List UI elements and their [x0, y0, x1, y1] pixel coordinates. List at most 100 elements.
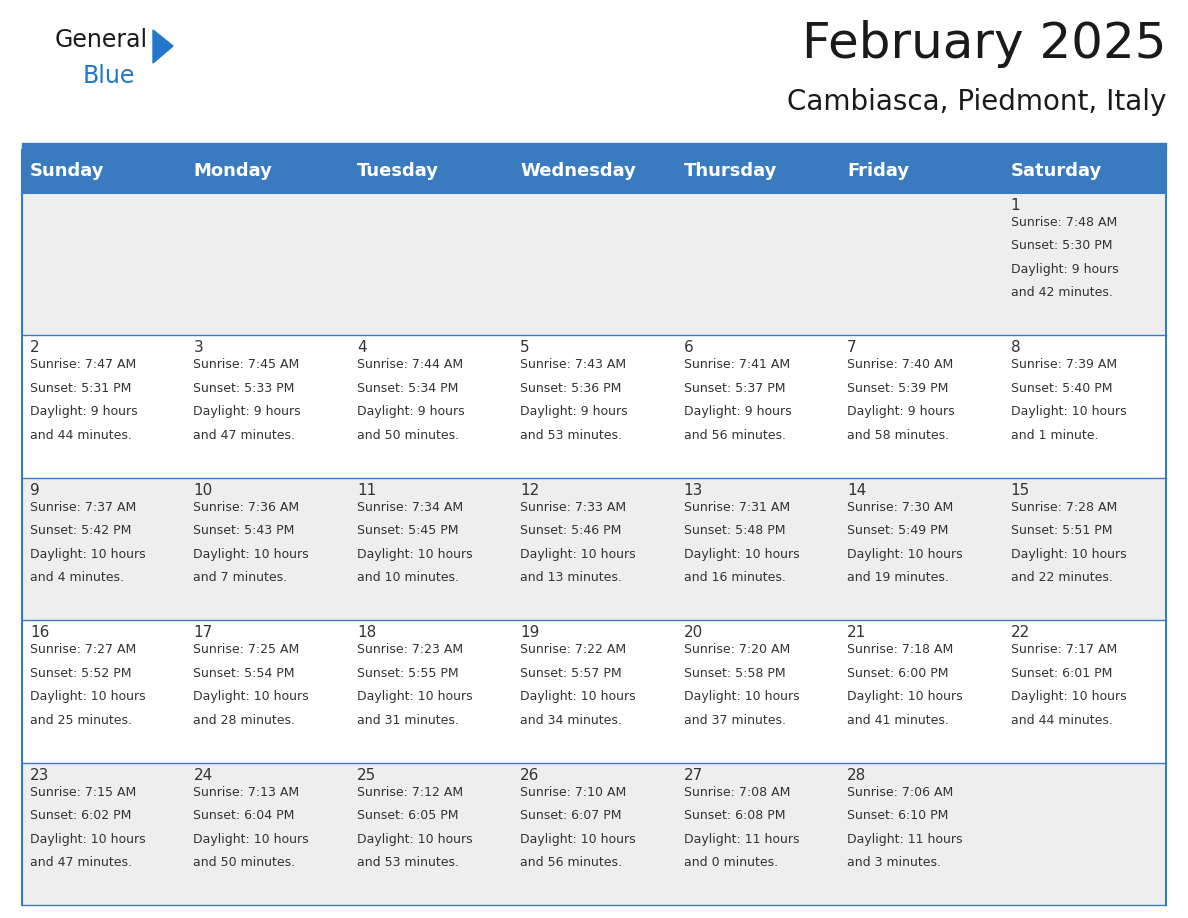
Text: Daylight: 10 hours: Daylight: 10 hours	[684, 548, 800, 561]
Text: Sunrise: 7:13 AM: Sunrise: 7:13 AM	[194, 786, 299, 799]
Text: Sunset: 5:30 PM: Sunset: 5:30 PM	[1011, 240, 1112, 252]
Text: Sunrise: 7:34 AM: Sunrise: 7:34 AM	[356, 501, 463, 514]
Text: Daylight: 10 hours: Daylight: 10 hours	[1011, 406, 1126, 419]
Text: Blue: Blue	[83, 64, 135, 88]
Text: General: General	[55, 28, 148, 52]
Text: 24: 24	[194, 767, 213, 783]
Text: 14: 14	[847, 483, 866, 498]
Text: 20: 20	[684, 625, 703, 640]
Text: Daylight: 10 hours: Daylight: 10 hours	[520, 690, 636, 703]
Text: and 47 minutes.: and 47 minutes.	[30, 856, 132, 869]
Text: Daylight: 9 hours: Daylight: 9 hours	[847, 406, 955, 419]
Text: 18: 18	[356, 625, 377, 640]
Text: and 50 minutes.: and 50 minutes.	[194, 856, 296, 869]
Text: Sunrise: 7:10 AM: Sunrise: 7:10 AM	[520, 786, 626, 799]
Text: 17: 17	[194, 625, 213, 640]
Text: and 50 minutes.: and 50 minutes.	[356, 429, 459, 442]
Text: Sunrise: 7:40 AM: Sunrise: 7:40 AM	[847, 358, 954, 372]
Text: Sunset: 5:54 PM: Sunset: 5:54 PM	[194, 666, 295, 679]
Text: 22: 22	[1011, 625, 1030, 640]
Text: Daylight: 10 hours: Daylight: 10 hours	[194, 548, 309, 561]
Text: Sunset: 5:55 PM: Sunset: 5:55 PM	[356, 666, 459, 679]
Bar	[1003, 193, 1165, 335]
Text: Sunset: 5:42 PM: Sunset: 5:42 PM	[30, 524, 132, 537]
Text: Daylight: 10 hours: Daylight: 10 hours	[1011, 690, 1126, 703]
Text: Sunrise: 7:41 AM: Sunrise: 7:41 AM	[684, 358, 790, 372]
Text: Wednesday: Wednesday	[520, 162, 636, 181]
Text: 4: 4	[356, 341, 366, 355]
Bar	[185, 621, 349, 763]
Bar	[185, 763, 349, 905]
Text: Daylight: 10 hours: Daylight: 10 hours	[194, 690, 309, 703]
Text: 1: 1	[1011, 198, 1020, 213]
Text: Sunrise: 7:37 AM: Sunrise: 7:37 AM	[30, 501, 137, 514]
Text: Sunset: 6:08 PM: Sunset: 6:08 PM	[684, 809, 785, 823]
Text: Sunrise: 7:28 AM: Sunrise: 7:28 AM	[1011, 501, 1117, 514]
Text: Sunset: 5:33 PM: Sunset: 5:33 PM	[194, 382, 295, 395]
Bar	[185, 193, 349, 335]
Text: 26: 26	[520, 767, 539, 783]
Bar	[512, 621, 676, 763]
Text: Sunrise: 7:06 AM: Sunrise: 7:06 AM	[847, 786, 954, 799]
Bar	[185, 335, 349, 477]
Text: Daylight: 10 hours: Daylight: 10 hours	[30, 690, 146, 703]
Text: Sunrise: 7:44 AM: Sunrise: 7:44 AM	[356, 358, 463, 372]
Text: Friday: Friday	[847, 162, 909, 181]
Text: Sunrise: 7:33 AM: Sunrise: 7:33 AM	[520, 501, 626, 514]
Text: 13: 13	[684, 483, 703, 498]
Text: Daylight: 10 hours: Daylight: 10 hours	[30, 548, 146, 561]
Text: Daylight: 10 hours: Daylight: 10 hours	[684, 690, 800, 703]
Text: and 56 minutes.: and 56 minutes.	[684, 429, 785, 442]
Text: 27: 27	[684, 767, 703, 783]
Text: Daylight: 10 hours: Daylight: 10 hours	[356, 548, 473, 561]
Bar	[349, 477, 512, 621]
Text: Sunset: 5:31 PM: Sunset: 5:31 PM	[30, 382, 132, 395]
Bar	[1003, 335, 1165, 477]
Text: and 1 minute.: and 1 minute.	[1011, 429, 1098, 442]
Text: and 10 minutes.: and 10 minutes.	[356, 571, 459, 584]
Text: 23: 23	[30, 767, 50, 783]
Text: Daylight: 10 hours: Daylight: 10 hours	[520, 833, 636, 845]
Text: 19: 19	[520, 625, 539, 640]
Text: Sunset: 6:10 PM: Sunset: 6:10 PM	[847, 809, 948, 823]
Text: Sunday: Sunday	[30, 162, 105, 181]
Text: and 44 minutes.: and 44 minutes.	[30, 429, 132, 442]
Bar	[839, 763, 1003, 905]
Text: Sunrise: 7:47 AM: Sunrise: 7:47 AM	[30, 358, 137, 372]
Text: and 44 minutes.: and 44 minutes.	[1011, 713, 1112, 727]
Text: 7: 7	[847, 341, 857, 355]
Text: Daylight: 10 hours: Daylight: 10 hours	[356, 690, 473, 703]
Text: Sunset: 5:57 PM: Sunset: 5:57 PM	[520, 666, 621, 679]
Text: 8: 8	[1011, 341, 1020, 355]
Text: and 28 minutes.: and 28 minutes.	[194, 713, 296, 727]
Text: Sunset: 5:52 PM: Sunset: 5:52 PM	[30, 666, 132, 679]
Polygon shape	[153, 30, 173, 63]
Bar	[349, 335, 512, 477]
Text: Daylight: 9 hours: Daylight: 9 hours	[520, 406, 628, 419]
Text: Daylight: 10 hours: Daylight: 10 hours	[847, 690, 962, 703]
Text: Sunrise: 7:31 AM: Sunrise: 7:31 AM	[684, 501, 790, 514]
Bar	[1003, 763, 1165, 905]
Text: Sunrise: 7:39 AM: Sunrise: 7:39 AM	[1011, 358, 1117, 372]
Bar	[839, 193, 1003, 335]
Text: and 13 minutes.: and 13 minutes.	[520, 571, 623, 584]
Bar	[349, 193, 512, 335]
Text: 28: 28	[847, 767, 866, 783]
Text: 6: 6	[684, 341, 694, 355]
Text: Daylight: 9 hours: Daylight: 9 hours	[194, 406, 301, 419]
Text: 5: 5	[520, 341, 530, 355]
Text: Sunrise: 7:25 AM: Sunrise: 7:25 AM	[194, 644, 299, 656]
Text: Sunset: 5:46 PM: Sunset: 5:46 PM	[520, 524, 621, 537]
Bar	[839, 477, 1003, 621]
Text: 10: 10	[194, 483, 213, 498]
Bar	[676, 477, 839, 621]
Text: Sunrise: 7:43 AM: Sunrise: 7:43 AM	[520, 358, 626, 372]
Text: Sunrise: 7:20 AM: Sunrise: 7:20 AM	[684, 644, 790, 656]
Text: and 37 minutes.: and 37 minutes.	[684, 713, 785, 727]
Text: and 19 minutes.: and 19 minutes.	[847, 571, 949, 584]
Text: and 3 minutes.: and 3 minutes.	[847, 856, 941, 869]
Text: Sunset: 5:39 PM: Sunset: 5:39 PM	[847, 382, 948, 395]
Text: Sunrise: 7:18 AM: Sunrise: 7:18 AM	[847, 644, 954, 656]
Bar	[676, 335, 839, 477]
Bar	[512, 763, 676, 905]
